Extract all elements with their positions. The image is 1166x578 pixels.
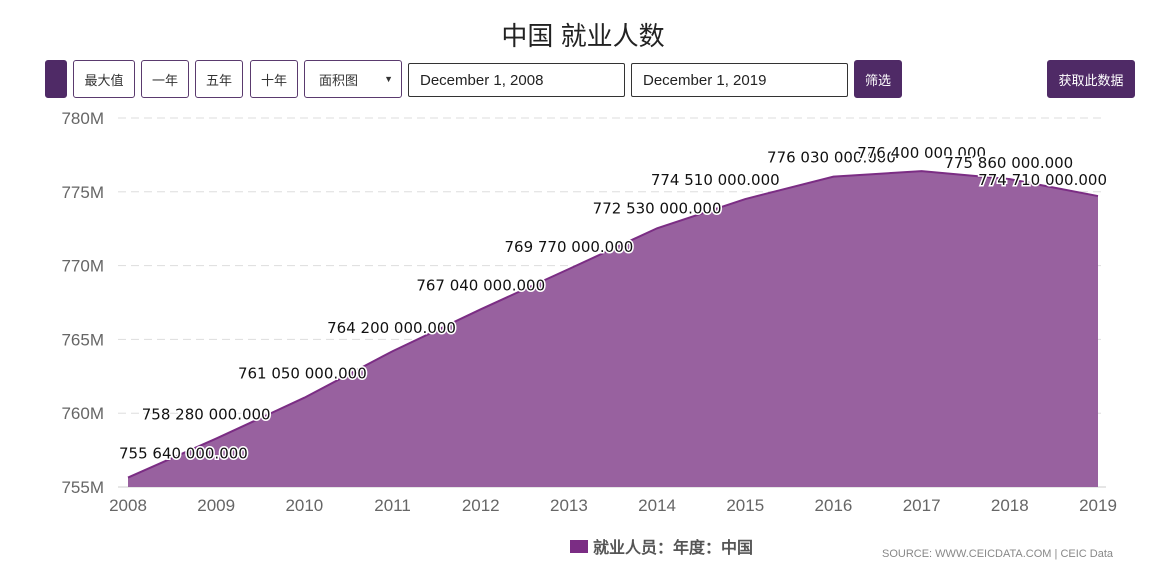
y-tick-label: 780M [61, 109, 104, 128]
filter-button[interactable]: 筛选 [854, 60, 902, 98]
y-tick-label: 765M [61, 330, 104, 349]
area-line [127, 170, 1099, 479]
one-year-button[interactable]: 一年 [141, 60, 189, 98]
chart-title: 中国 就业人数 [501, 21, 665, 51]
x-tick-label: 2015 [726, 496, 764, 515]
x-tick-label: 2008 [109, 496, 147, 515]
dropdown-arrow-icon: ▼ [384, 74, 393, 84]
x-tick-label: 2010 [285, 496, 323, 515]
x-tick-label: 2013 [550, 496, 588, 515]
menu-button[interactable] [45, 60, 67, 98]
area-fill [128, 171, 1098, 488]
y-tick-label: 770M [61, 257, 104, 276]
data-label: 774 510 000.000 [651, 171, 780, 189]
x-tick-label: 2016 [815, 496, 853, 515]
x-tick-label: 2009 [197, 496, 235, 515]
start-date-input[interactable]: December 1, 2008 [408, 63, 625, 97]
data-label: 774 710 000.000 [978, 171, 1107, 189]
y-tick-label: 755M [61, 478, 104, 497]
x-tick-label: 2012 [462, 496, 500, 515]
data-label: 764 200 000.000 [327, 319, 456, 337]
data-label: 767 040 000.000 [416, 276, 545, 294]
max-range-button[interactable]: 最大值 [73, 60, 135, 98]
data-label: 761 050 000.000 [238, 365, 367, 383]
get-data-button[interactable]: 获取此数据 [1047, 60, 1135, 98]
data-label: 776 400 000.000 [857, 144, 986, 162]
x-tick-label: 2011 [374, 496, 411, 515]
ten-year-button[interactable]: 十年 [250, 60, 298, 98]
chart-type-select[interactable]: 面积图 ▼ [304, 60, 402, 98]
end-date-input[interactable]: December 1, 2019 [631, 63, 848, 97]
y-tick-label: 760M [61, 404, 104, 423]
five-year-button[interactable]: 五年 [195, 60, 243, 98]
data-label: 758 280 000.000 [142, 406, 271, 424]
x-tick-label: 2014 [638, 496, 676, 515]
source-text: SOURCE: WWW.CEICDATA.COM | CEIC Data [882, 548, 1114, 560]
data-label: 772 530 000.000 [593, 199, 722, 217]
data-label: 776 030 000.000 [767, 149, 896, 167]
x-tick-label: 2019 [1079, 496, 1117, 515]
chart-type-value: 面积图 [319, 72, 359, 88]
data-label: 769 770 000.000 [504, 238, 633, 256]
legend-swatch [570, 539, 588, 553]
x-tick-label: 2017 [903, 496, 941, 515]
data-label: 775 860 000.000 [944, 154, 1073, 172]
legend-item[interactable]: 就业人员：年度：中国 [570, 534, 753, 558]
legend-label: 就业人员：年度：中国 [593, 540, 754, 557]
data-label: 755 640 000.000 [119, 445, 248, 463]
y-tick-label: 775M [61, 183, 104, 202]
x-tick-label: 2018 [991, 496, 1029, 515]
